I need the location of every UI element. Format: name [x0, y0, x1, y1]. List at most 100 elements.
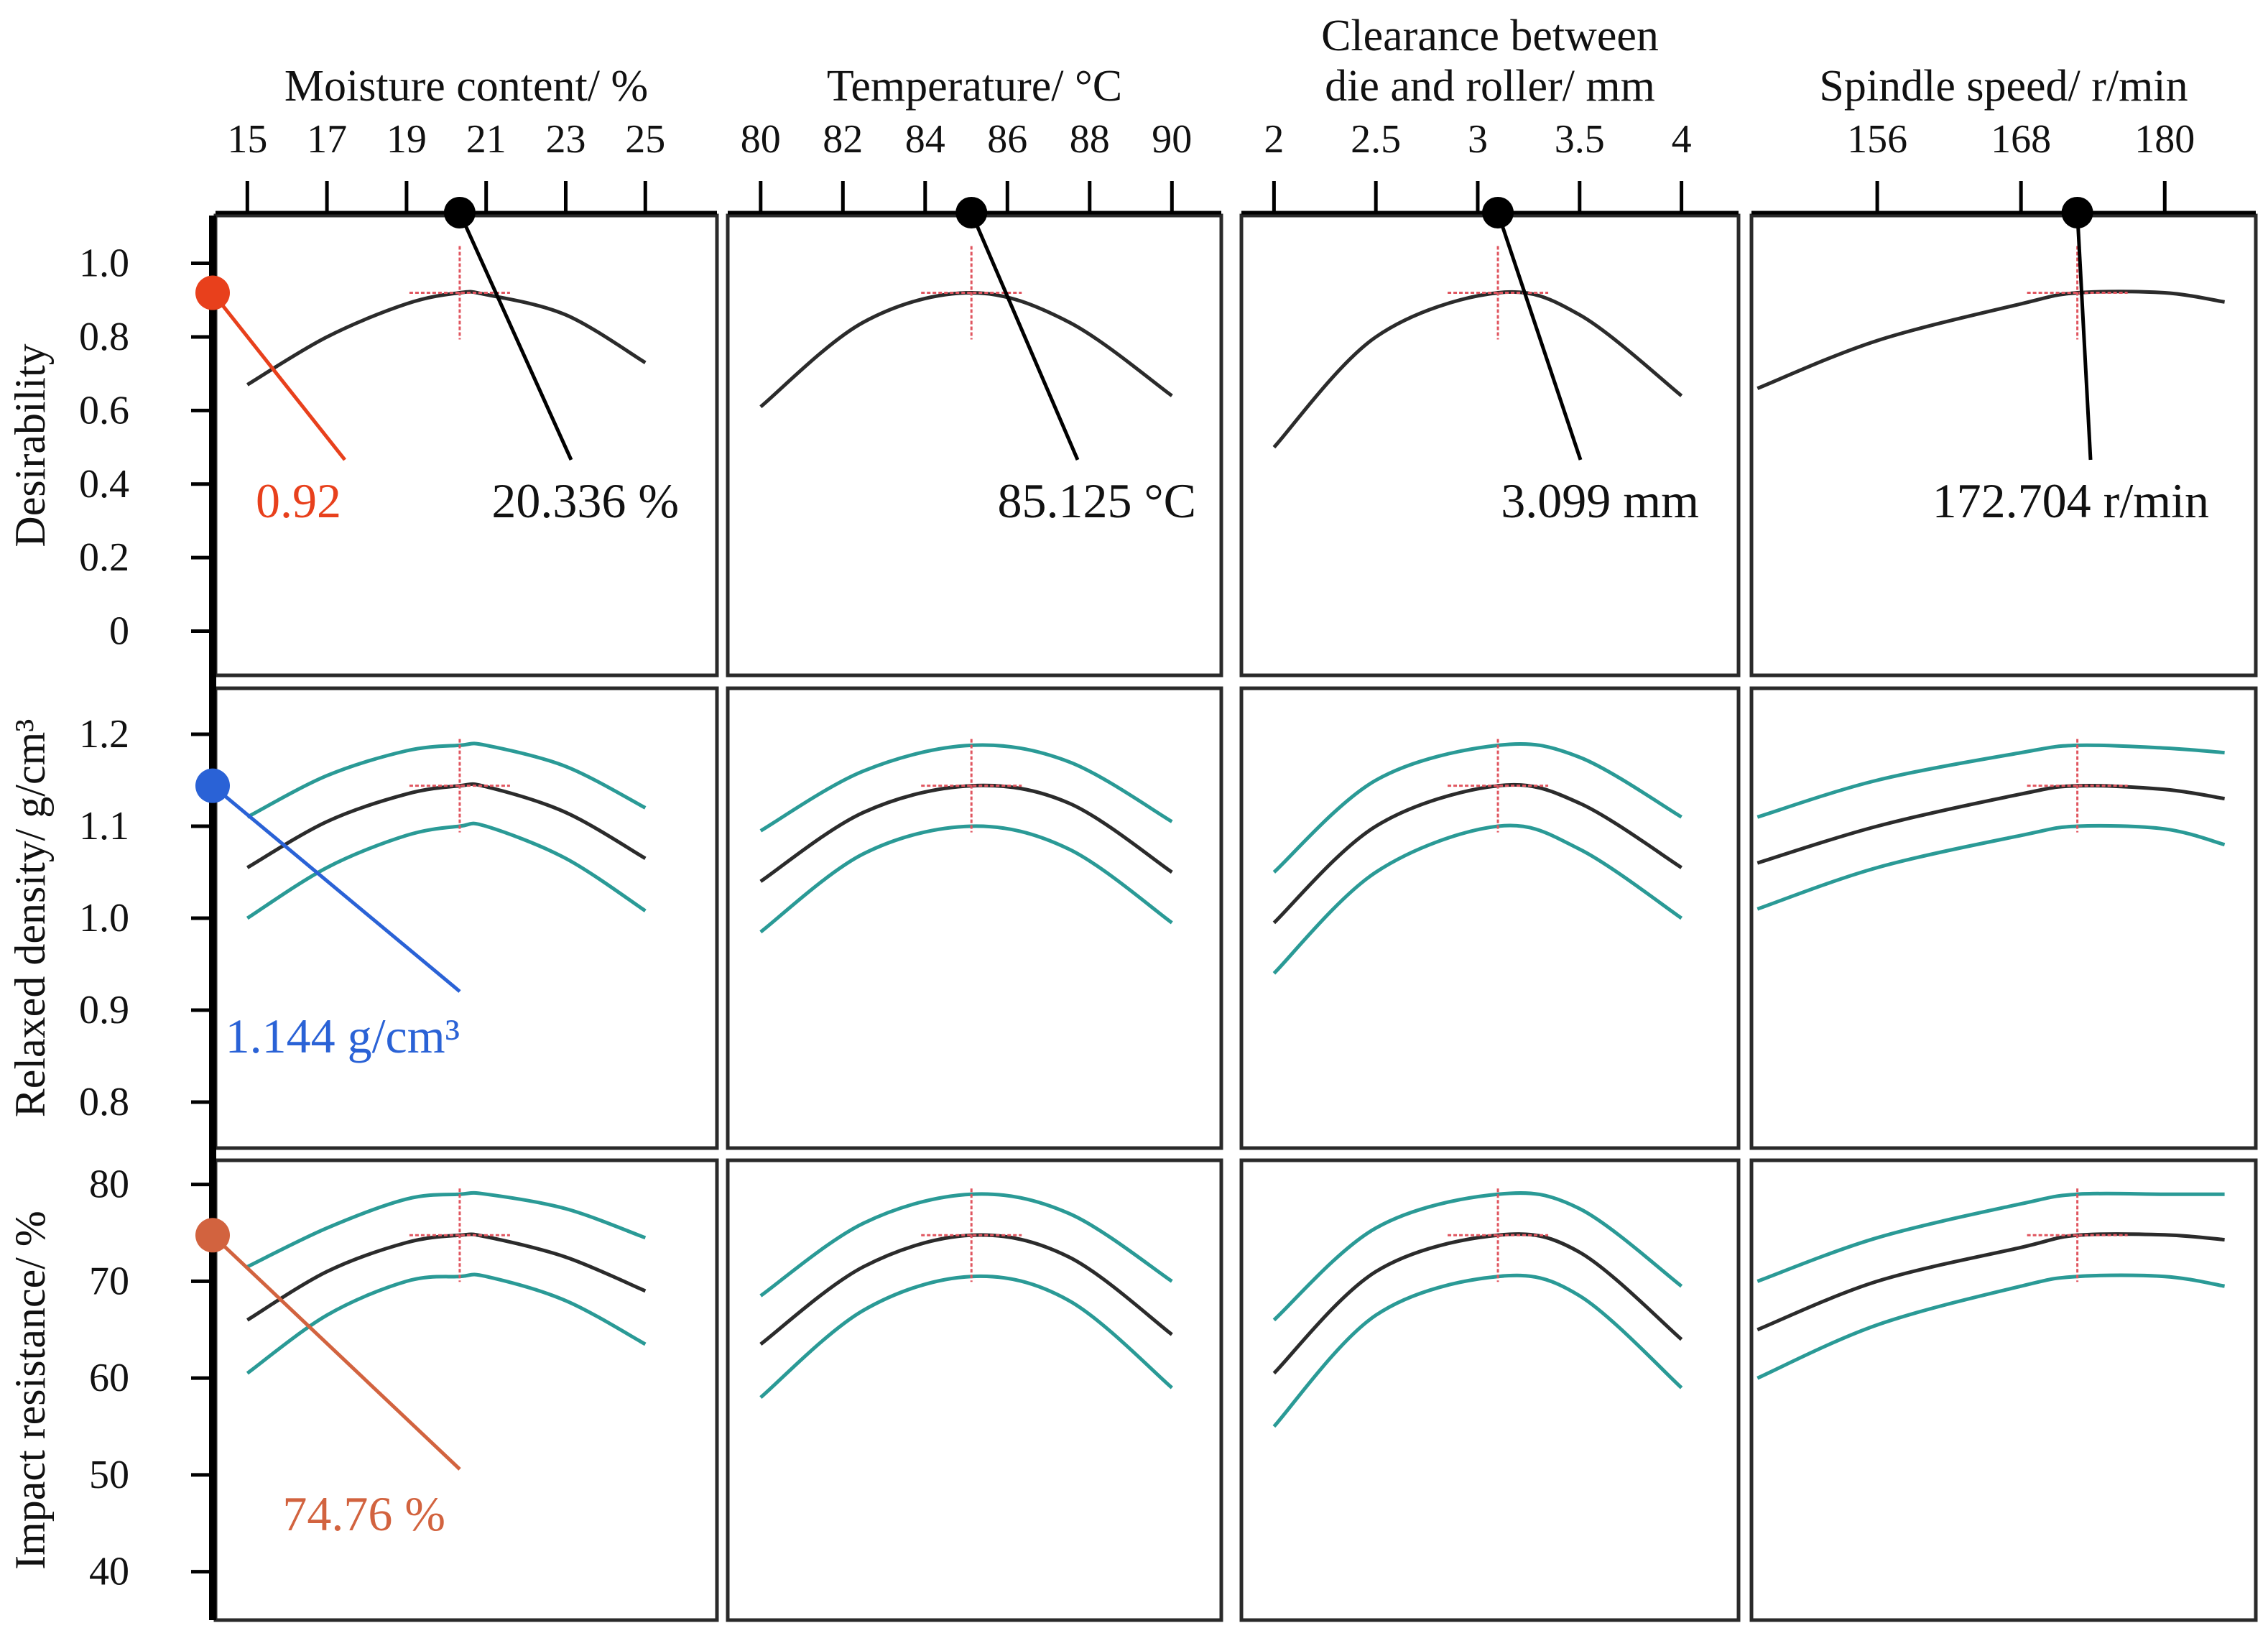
y-tick-label: 1.2	[79, 712, 129, 757]
panel-frame	[1749, 1158, 2258, 1622]
panel-frame	[1749, 686, 2258, 1150]
factor-optimum-label: 3.099 mm	[1501, 473, 1699, 528]
panel-frame	[1239, 213, 1741, 677]
response-callout-leader	[211, 1234, 461, 1471]
panel-frame	[213, 686, 719, 1150]
fit-line	[759, 290, 1173, 409]
lower-confidence-line	[1756, 1273, 2226, 1380]
factor-callout-leader	[458, 211, 573, 461]
x-tick-label: 21	[466, 117, 506, 162]
upper-confidence-line	[246, 741, 647, 819]
factor-optimum-marker	[2061, 197, 2093, 228]
response-callout-leader	[211, 291, 346, 461]
factor-optimum-marker	[955, 197, 988, 228]
y-axis-title: Desirability	[6, 343, 54, 547]
y-axis-title: Impact resistance/ %	[6, 1211, 54, 1570]
x-tick-label: 80	[741, 117, 781, 162]
fit-line	[1756, 783, 2225, 865]
y-tick-label: 60	[89, 1356, 129, 1400]
y-tick-label: 70	[89, 1259, 129, 1303]
y-tick-label: 50	[89, 1453, 129, 1497]
x-tick-label: 82	[823, 117, 863, 162]
response-optimum-label: 1.144 g/cm³	[226, 1009, 460, 1063]
x-axis-title: Temperature/ °C	[827, 62, 1122, 111]
y-tick-label: 0.2	[79, 535, 129, 580]
lower-confidence-line	[1272, 1273, 1683, 1428]
upper-confidence-line	[1756, 1191, 2225, 1283]
panel-frame	[726, 213, 1223, 677]
y-tick-label: 80	[89, 1162, 129, 1207]
x-tick-label: 2.5	[1351, 117, 1401, 162]
x-tick-label: 17	[307, 117, 347, 162]
y-tick-label: 0.8	[79, 1080, 129, 1124]
x-tick-label: 25	[625, 117, 665, 162]
x-axis-title: Spindle speed/ r/min	[1819, 62, 2188, 111]
upper-confidence-line	[759, 743, 1173, 833]
x-axis-title: Clearance between	[1321, 11, 1659, 60]
upper-confidence-line	[1272, 1190, 1683, 1322]
x-tick-label: 84	[905, 117, 945, 162]
fit-line	[1272, 782, 1683, 925]
upper-confidence-line	[246, 1190, 647, 1269]
x-tick-label: 3	[1468, 117, 1488, 162]
response-callout-leader	[211, 784, 461, 993]
factor-callout-leader	[969, 212, 1080, 461]
x-tick-label: 15	[227, 117, 267, 162]
panel-frame	[1749, 213, 2258, 677]
factor-optimum-label: 20.336 %	[491, 473, 679, 528]
x-tick-label: 2	[1264, 117, 1284, 162]
x-axis-title: Moisture content/ %	[284, 62, 648, 111]
factor-optimum-marker	[1482, 197, 1514, 228]
panel-frame	[1239, 1158, 1741, 1622]
factor-optimum-marker	[443, 197, 476, 228]
axes: 0 0.2 0.4 0.6 0.8 1.0 Desirability 0.8 0.9 1.0 1.1…	[6, 11, 2256, 1620]
y-tick-label: 0.4	[79, 462, 129, 507]
panel-frame	[726, 1158, 1223, 1622]
fit-line	[759, 1233, 1173, 1346]
response-optimum-label: 0.92	[256, 473, 341, 528]
upper-confidence-line	[759, 1192, 1173, 1298]
upper-confidence-line	[1756, 743, 2225, 819]
lower-confidence-line	[1756, 823, 2226, 911]
panel-frame	[726, 686, 1223, 1150]
lower-confidence-line	[1272, 823, 1683, 975]
fit-line	[1756, 1232, 2225, 1332]
x-tick-label: 3.5	[1555, 117, 1605, 162]
response-optimum-label: 74.76 %	[282, 1486, 445, 1541]
y-tick-label: 0	[109, 609, 129, 654]
lower-confidence-line	[246, 821, 647, 920]
lower-confidence-line	[759, 824, 1173, 934]
upper-confidence-line	[1272, 741, 1683, 874]
x-tick-label: 168	[1991, 117, 2051, 162]
x-tick-label: 180	[2134, 117, 2195, 162]
fit-line	[1756, 290, 2225, 390]
x-axis-title: die and roller/ mm	[1325, 62, 1655, 111]
x-tick-label: 156	[1847, 117, 1907, 162]
factor-callout-leader	[1496, 212, 1583, 461]
response-optimum-marker	[195, 275, 230, 310]
y-tick-label: 1.0	[79, 896, 129, 940]
panel-frame	[213, 1158, 719, 1622]
y-tick-label: 1.1	[79, 804, 129, 848]
fit-line	[246, 290, 647, 387]
y-axis-title: Relaxed density/ g/cm³	[6, 719, 54, 1118]
y-tick-label: 40	[89, 1550, 129, 1594]
callouts: 20.336 % 85.125 °C 3.099 mm 172.704 r/min 0.…	[195, 197, 2209, 1541]
y-tick-label: 0.8	[79, 315, 129, 359]
panel-frames	[213, 213, 2258, 1622]
x-tick-label: 4	[1672, 117, 1692, 162]
factor-callout-leader	[2075, 212, 2093, 461]
x-tick-label: 86	[987, 117, 1027, 162]
x-tick-label: 23	[545, 117, 585, 162]
y-tick-label: 0.9	[79, 988, 129, 1032]
y-tick-label: 1.0	[79, 241, 129, 286]
factor-optimum-label: 85.125 °C	[997, 473, 1196, 528]
x-tick-label: 90	[1152, 117, 1192, 162]
response-optimum-marker	[195, 768, 230, 803]
factor-optimum-label: 172.704 r/min	[1933, 473, 2209, 528]
response-curves	[246, 246, 2226, 1428]
response-optimum-marker	[195, 1218, 230, 1253]
x-tick-label: 19	[387, 117, 427, 162]
fit-line	[759, 783, 1173, 883]
